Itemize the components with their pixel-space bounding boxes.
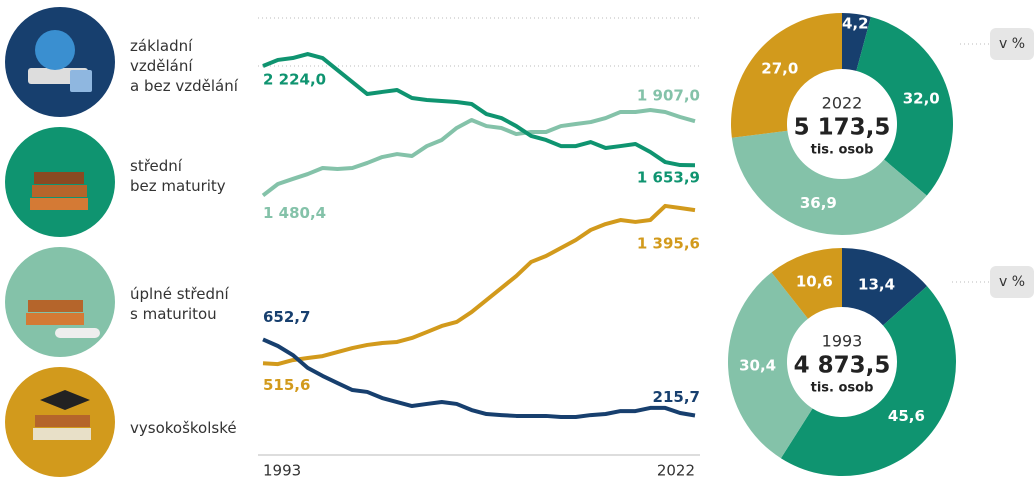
line (263, 110, 695, 195)
slice-label: 27,0 (761, 60, 798, 78)
data-label: 515,6 (263, 376, 310, 394)
slice-label: 4,2 (842, 14, 869, 32)
data-label: 1 395,6 (637, 235, 700, 253)
infographic: 1993 2022 1 480,4 1 907,0 2 224,0 1 653,9 515,… (0, 0, 1036, 486)
center-total: 5 173,5 (794, 115, 891, 141)
center-unit: tis. osob (811, 381, 874, 396)
slice-label: 36,9 (800, 194, 837, 212)
line (263, 54, 695, 165)
x-tick-label: 1993 (263, 462, 301, 480)
data-label: 1 480,4 (263, 204, 326, 222)
legend-label: střední bez maturity (130, 156, 226, 196)
center-total: 4 873,5 (794, 353, 891, 379)
legend-label: vysokoškolské (130, 418, 237, 438)
center-year: 1993 (822, 332, 863, 351)
slice-label: 13,4 (858, 275, 895, 293)
center-unit: tis. osob (811, 143, 874, 158)
annotation: v % (999, 36, 1025, 52)
data-label: 1 653,9 (637, 169, 700, 187)
annotation: v % (999, 274, 1025, 290)
center-year: 2022 (822, 94, 863, 113)
data-label: 1 907,0 (637, 87, 700, 105)
data-label: 215,7 (653, 388, 700, 406)
slice-label: 32,0 (903, 90, 940, 108)
x-tick-label: 2022 (657, 462, 695, 480)
slice-label: 45,6 (888, 407, 925, 425)
slice-label: 30,4 (739, 357, 776, 375)
line (263, 339, 695, 417)
data-label: 652,7 (263, 308, 310, 326)
line (263, 206, 695, 364)
icons (5, 7, 115, 477)
data-label: 2 224,0 (263, 71, 326, 89)
legend-label: úplné střední s maturitou (130, 284, 229, 324)
legend-label: základní vzdělání a bez vzdělání (130, 36, 238, 96)
slice-label: 10,6 (796, 273, 833, 291)
